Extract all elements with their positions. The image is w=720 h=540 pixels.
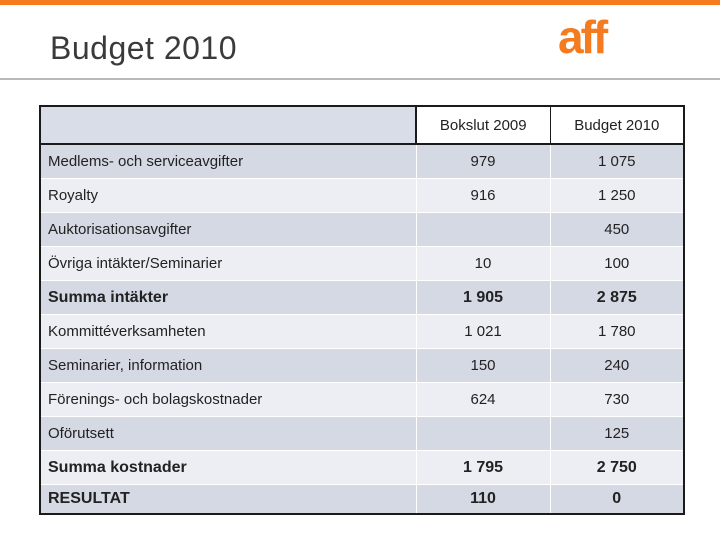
budget-2010-value: 1 075	[549, 144, 685, 179]
row-label: Summa intäkter	[40, 280, 417, 315]
budget-2010-value: 0	[549, 484, 685, 514]
row-label: Förenings- och bolagskostnader	[40, 382, 417, 417]
page-title: Budget 2010	[50, 30, 237, 66]
budget-2010-value: 2 875	[549, 280, 685, 315]
bokslut-2009-value: 916	[415, 178, 551, 213]
row-label: Kommittéverksamheten	[40, 314, 417, 349]
table-row: Oförutsett 125	[40, 416, 685, 451]
header-blank-cell	[40, 106, 417, 145]
bokslut-2009-value	[415, 212, 551, 247]
budget-2010-value: 100	[549, 246, 685, 281]
table-row: Royalty 916 1 250	[40, 178, 685, 213]
budget-2010-value: 730	[549, 382, 685, 417]
budget-2010-value: 125	[549, 416, 685, 451]
table-row: Kommittéverksamheten 1 021 1 780	[40, 314, 685, 349]
row-label: Medlems- och serviceavgifter	[40, 144, 417, 179]
budget-2010-value: 450	[549, 212, 685, 247]
bokslut-2009-value	[415, 416, 551, 451]
row-label: Royalty	[40, 178, 417, 213]
row-label: Auktorisationsavgifter	[40, 212, 417, 247]
bokslut-2009-value: 1 021	[415, 314, 551, 349]
column-header-bokslut-2009: Bokslut 2009	[416, 106, 551, 145]
table-row: Auktorisationsavgifter 450	[40, 212, 685, 247]
table-row: Seminarier, information 150 240	[40, 348, 685, 383]
column-header-budget-2010: Budget 2010	[550, 106, 684, 145]
budget-2010-value: 240	[549, 348, 685, 383]
bokslut-2009-value: 1 905	[415, 280, 551, 315]
budget-2010-value: 1 250	[549, 178, 685, 213]
budget-2010-value: 1 780	[549, 314, 685, 349]
table-row: Medlems- och serviceavgifter 979 1 075	[40, 144, 685, 179]
row-label: Oförutsett	[40, 416, 417, 451]
bokslut-2009-value: 150	[415, 348, 551, 383]
row-label: RESULTAT	[40, 484, 417, 514]
budget-table: Bokslut 2009 Budget 2010 Medlems- och se…	[39, 105, 685, 515]
bokslut-2009-value: 979	[415, 144, 551, 179]
table-row: Övriga intäkter/Seminarier 10 100	[40, 246, 685, 281]
bokslut-2009-value: 110	[415, 484, 551, 514]
table-row: Förenings- och bolagskostnader 624 730	[40, 382, 685, 417]
header-row: Bokslut 2009 Budget 2010	[40, 106, 684, 145]
bokslut-2009-value: 10	[415, 246, 551, 281]
table-row-result: RESULTAT 110 0	[40, 484, 685, 514]
table-row-total-income: Summa intäkter 1 905 2 875	[40, 280, 685, 315]
budget-2010-value: 2 750	[549, 450, 685, 485]
bokslut-2009-value: 1 795	[415, 450, 551, 485]
row-label: Övriga intäkter/Seminarier	[40, 246, 417, 281]
title-divider	[0, 78, 720, 80]
row-label: Summa kostnader	[40, 450, 417, 485]
top-accent-bar	[0, 0, 720, 5]
table-row-total-costs: Summa kostnader 1 795 2 750	[40, 450, 685, 485]
row-label: Seminarier, information	[40, 348, 417, 383]
bokslut-2009-value: 624	[415, 382, 551, 417]
aff-logo: aff	[558, 11, 608, 63]
